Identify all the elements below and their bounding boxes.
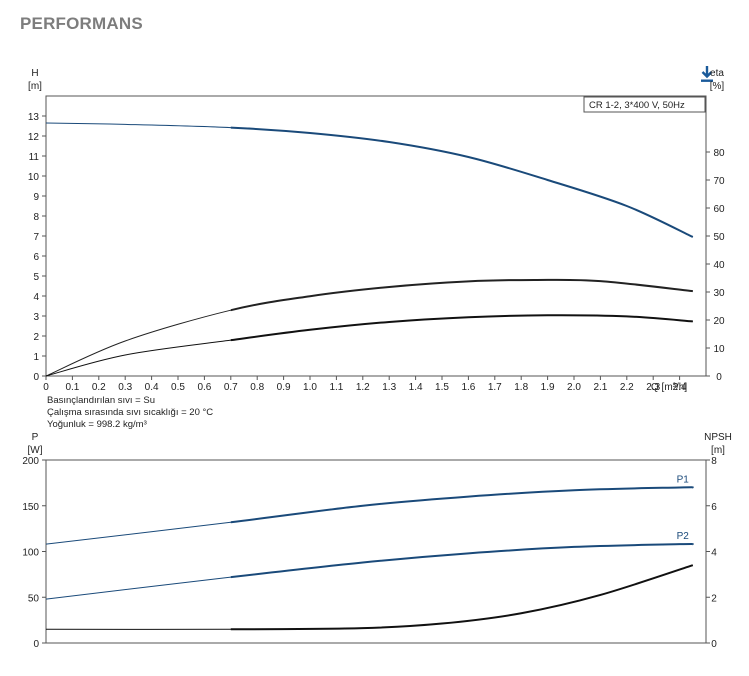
x-tick-label: 0.7 (224, 382, 238, 393)
series-label-p1: P1 (677, 474, 690, 485)
x-tick-label: 2.2 (620, 382, 634, 393)
right-axis-name: eta (710, 68, 724, 79)
right-axis-unit: [m] (711, 445, 725, 456)
left-tick-label: 150 (22, 502, 39, 513)
left-tick-label: 9 (33, 192, 39, 203)
series-line-2 (45, 564, 693, 630)
right-tick-label: 0 (716, 372, 722, 383)
plot-frame (45, 95, 707, 377)
x-tick-label: 0.6 (197, 382, 211, 393)
left-tick-label: 50 (28, 593, 40, 604)
series-operating-range (230, 126, 694, 238)
left-tick-label: 100 (22, 548, 39, 559)
x-tick-label: 2.1 (593, 382, 607, 393)
right-tick-label: 30 (713, 288, 725, 299)
note-line: Basınçlandırılan sıvı = Su (47, 395, 155, 406)
left-tick-label: 5 (33, 272, 39, 283)
x-tick-label: 2.0 (567, 382, 581, 393)
x-tick-label: 1.6 (461, 382, 475, 393)
x-axis-name: Q [m³/h] (651, 382, 687, 393)
x-tick-label: 1.0 (303, 382, 317, 393)
x-tick-label: 1.3 (382, 382, 396, 393)
series-line-p2 (45, 543, 694, 600)
page-title: PERFORMANS (20, 14, 143, 33)
x-tick-label: 0.1 (65, 382, 79, 393)
left-tick-label: 2 (33, 332, 39, 343)
right-tick-label: 2 (711, 593, 717, 604)
x-tick-label: 1.8 (514, 382, 528, 393)
left-tick-label: 3 (33, 312, 39, 323)
x-tick-label: 1.4 (409, 382, 423, 393)
left-tick-label: 0 (33, 639, 39, 650)
x-tick-label: 0.4 (145, 382, 159, 393)
x-tick-label: 2.4 (673, 382, 687, 393)
series-operating-range (230, 564, 694, 631)
right-tick-label: 50 (713, 232, 725, 243)
left-tick-label: 10 (28, 172, 40, 183)
right-tick-label: 4 (711, 548, 717, 559)
x-tick-label: 1.1 (329, 382, 343, 393)
left-tick-label: 8 (33, 212, 39, 223)
left-axis-unit: [m] (28, 81, 42, 92)
legend-box (583, 96, 706, 113)
download-icon[interactable] (698, 64, 716, 84)
right-tick-label: 60 (713, 204, 725, 215)
x-tick-label: 1.5 (435, 382, 449, 393)
right-tick-label: 40 (713, 260, 725, 271)
legend-text: CR 1-2, 3*400 V, 50Hz (589, 100, 685, 111)
series-line-p1 (45, 486, 694, 545)
x-tick-label: 1.7 (488, 382, 502, 393)
right-tick-label: 20 (713, 316, 725, 327)
x-tick-label: 1.2 (356, 382, 370, 393)
x-tick-label: 0.8 (250, 382, 264, 393)
left-tick-label: 1 (33, 352, 39, 363)
left-tick-label: 4 (33, 292, 39, 303)
left-tick-label: 0 (33, 372, 39, 383)
right-tick-label: 80 (713, 148, 725, 159)
series-operating-range (230, 486, 694, 524)
series-operating-range (230, 542, 694, 579)
right-tick-label: 0 (711, 639, 717, 650)
right-axis-unit: [%] (710, 81, 725, 92)
x-tick-label: 2.3 (646, 382, 660, 393)
performance-chart: 01234567891011121301020304050607080H[m]e… (28, 68, 725, 430)
left-tick-label: 7 (33, 232, 39, 243)
left-tick-label: 11 (29, 152, 40, 163)
note-line: Yoğunluk = 998.2 kg/m³ (47, 419, 147, 430)
right-tick-label: 70 (713, 176, 725, 187)
left-tick-label: 13 (28, 112, 40, 123)
note-line: Çalışma sırasında sıvı sıcaklığı = 20 °C (47, 407, 213, 418)
x-tick-label: 0.5 (171, 382, 185, 393)
left-tick-label: 200 (22, 456, 39, 467)
series-operating-range (230, 278, 693, 312)
right-tick-label: 8 (711, 456, 717, 467)
x-tick-label: 0.2 (92, 382, 106, 393)
left-axis-unit: [W] (28, 445, 43, 456)
right-tick-label: 6 (711, 502, 717, 513)
left-tick-label: 6 (33, 252, 39, 263)
series-label-p2: P2 (677, 531, 690, 542)
x-tick-label: 0.3 (118, 382, 132, 393)
x-tick-label: 0 (43, 382, 49, 393)
series-operating-range (230, 314, 693, 342)
right-tick-label: 10 (713, 344, 725, 355)
left-axis-name: H (31, 68, 38, 79)
x-tick-label: 1.9 (541, 382, 555, 393)
plot-frame (45, 459, 707, 644)
left-tick-label: 12 (28, 132, 40, 143)
x-tick-label: 0.9 (277, 382, 291, 393)
